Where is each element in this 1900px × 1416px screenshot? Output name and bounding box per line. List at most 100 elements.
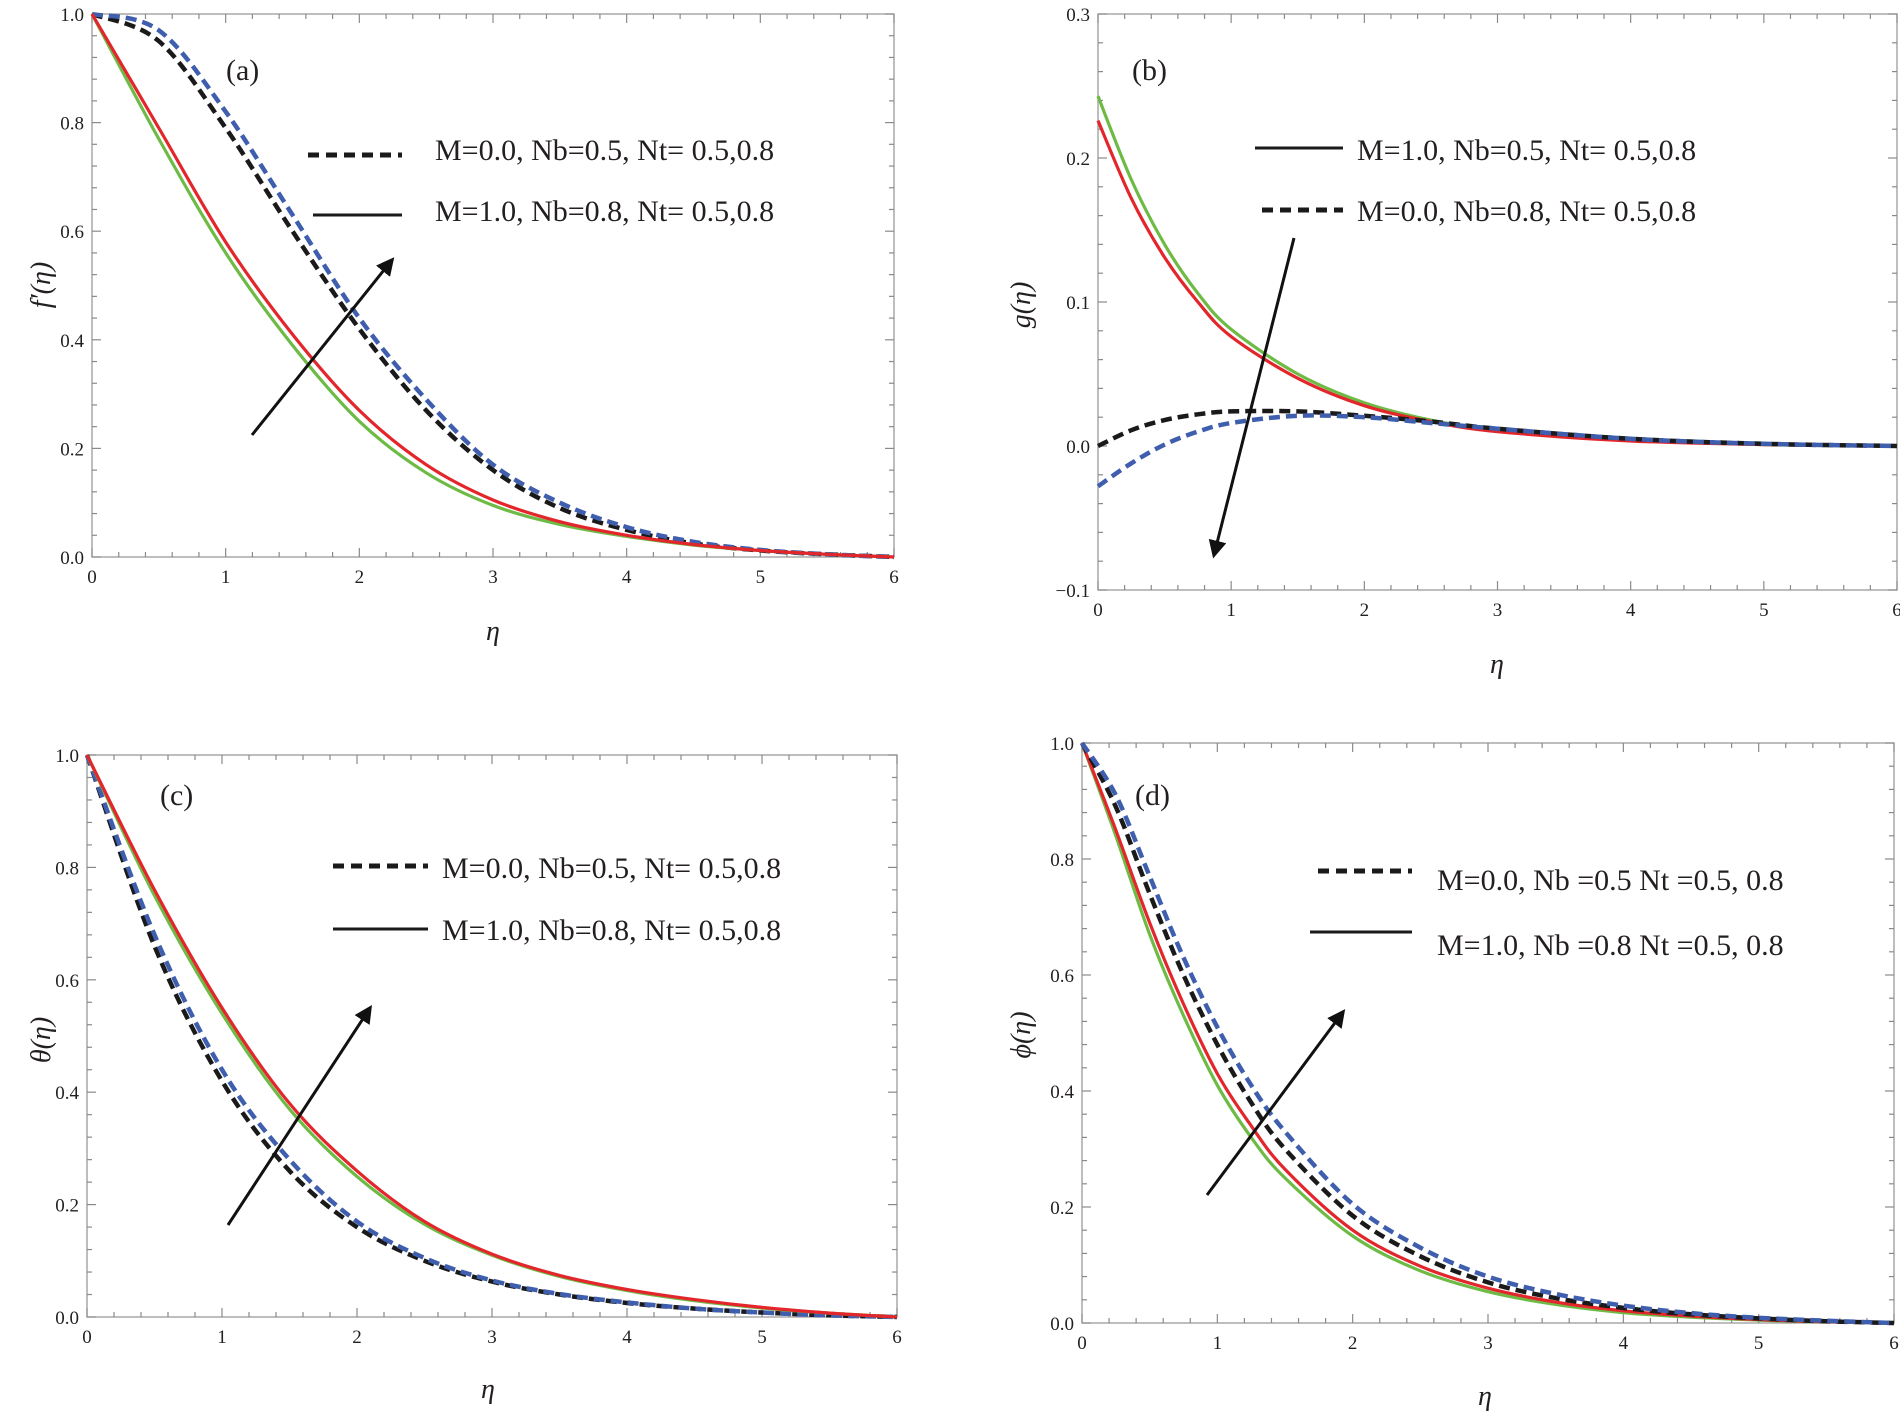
panel-d-y-tick-label: 0.2	[1050, 1198, 1074, 1219]
panel-a-legend-dashed-label: M=0.0, Nb=0.5, Nt= 0.5,0.8	[435, 134, 774, 167]
panel-c-y-tick-label: 0.8	[55, 858, 79, 879]
panel-c-trend-arrow	[226, 1004, 372, 1226]
panel-c-series-red-solid	[85, 754, 898, 1319]
panel-d-x-axis-label: η	[1478, 1381, 1492, 1412]
panel-a-series-red-solid	[90, 13, 895, 559]
panel-c-frame	[86, 754, 898, 1318]
panel-a-x-tick-label: 4	[622, 567, 632, 588]
panel-d-x-tick-label: 2	[1348, 1333, 1358, 1354]
panel-a: 0 1 2 3 4 5 6 0.0 0.2 0.4 0.6 0.8 1.0 (a) η f′(η) M…	[26, 5, 899, 647]
panel-b-x-ticks: 0 1 2 3 4 5 6	[1093, 14, 1900, 621]
panel-b-x-tick-label: 2	[1360, 600, 1370, 621]
panel-d-curves	[1080, 741, 1895, 1326]
panel-d-y-tick-label: 0.4	[1050, 1082, 1074, 1103]
panel-a-legend-solid-label: M=1.0, Nb=0.8, Nt= 0.5,0.8	[435, 195, 774, 228]
panel-d-series-green-solid	[1080, 742, 1895, 1325]
panel-b-trend-arrow	[1208, 237, 1296, 559]
panel-c-tag: (c)	[160, 779, 193, 812]
panel-d-x-tick-label: 4	[1619, 1333, 1629, 1354]
panel-c-x-tick-label: 1	[217, 1327, 227, 1348]
panel-a-legend: M=0.0, Nb=0.5, Nt= 0.5,0.8 M=1.0, Nb=0.8…	[308, 134, 774, 228]
panel-d-x-tick-label: 1	[1213, 1333, 1223, 1354]
panel-b-x-tick-label: 1	[1226, 600, 1236, 621]
panel-d-y-tick-label: 0.0	[1050, 1314, 1074, 1335]
panel-c-series-blue-dashed	[84, 754, 898, 1320]
panel-d: 0 1 2 3 4 5 6 0.0 0.2 0.4 0.6 0.8 1.0 (d) η ϕ(η) M=…	[1006, 734, 1899, 1412]
panel-b-series-blue-dashed	[1096, 413, 1898, 489]
panel-b-x-tick-label: 4	[1626, 600, 1636, 621]
panel-a-y-tick-label: 0.8	[60, 114, 84, 135]
panel-d-series-black-dashed	[1080, 741, 1895, 1326]
panel-a-x-tick-label: 5	[756, 567, 766, 588]
panel-a-series-blue-dashed	[91, 11, 895, 560]
panel-c-y-tick-label: 0.2	[55, 1196, 79, 1217]
panel-c-x-tick-label: 0	[82, 1327, 92, 1348]
panel-d-series-red-solid	[1080, 742, 1895, 1325]
panel-b-series-red-solid	[1096, 119, 1898, 448]
panel-b-y-tick-label: 0.1	[1066, 293, 1090, 314]
panel-b-x-tick-label: 3	[1493, 600, 1503, 621]
panel-d-x-tick-label: 5	[1754, 1333, 1764, 1354]
panel-c-legend: M=0.0, Nb=0.5, Nt= 0.5,0.8 M=1.0, Nb=0.8…	[333, 852, 781, 947]
panel-d-x-tick-label: 3	[1483, 1333, 1493, 1354]
panel-a-y-tick-label: 0.0	[60, 548, 84, 569]
panel-c-x-tick-label: 6	[892, 1327, 902, 1348]
panel-a-curves	[90, 11, 895, 560]
panel-a-y-tick-label: 0.4	[60, 331, 84, 352]
panel-a-x-tick-label: 3	[488, 567, 498, 588]
panel-d-y-ticks: 0.0 0.2 0.4 0.6 0.8 1.0	[1050, 734, 1894, 1335]
panel-d-legend-dashed-label: M=0.0, Nb =0.5 Nt =0.5, 0.8	[1437, 864, 1784, 897]
panel-d-y-axis-label: ϕ(η)	[1006, 1011, 1037, 1058]
panel-b: 0 1 2 3 4 5 6 −0.1 0.0 0.1 0.2 0.3 (b) η g(η) M=1.…	[1006, 5, 1900, 680]
panel-c-y-tick-label: 0.6	[55, 971, 79, 992]
panel-d-y-tick-label: 1.0	[1050, 734, 1074, 755]
panel-c-curves	[84, 754, 898, 1320]
panel-d-series-blue-dashed	[1080, 741, 1895, 1326]
panel-c-legend-solid-label: M=1.0, Nb=0.8, Nt= 0.5,0.8	[442, 914, 781, 947]
panel-a-trend-arrow	[250, 257, 395, 436]
panel-c-x-tick-label: 5	[757, 1327, 767, 1348]
panel-d-tag: (d)	[1135, 779, 1170, 812]
panel-b-y-ticks: −0.1 0.0 0.1 0.2 0.3	[1056, 5, 1897, 602]
panel-a-series-black-dashed	[91, 11, 895, 560]
panel-c-y-tick-label: 0.0	[55, 1308, 79, 1329]
panel-b-legend-dashed-label: M=0.0, Nb=0.8, Nt= 0.5,0.8	[1357, 195, 1696, 228]
panel-a-x-tick-label: 2	[355, 567, 365, 588]
panel-d-y-tick-label: 0.6	[1050, 966, 1074, 987]
panel-b-legend: M=1.0, Nb=0.5, Nt= 0.5,0.8 M=0.0, Nb=0.8…	[1255, 134, 1696, 228]
panel-a-x-ticks: 0 1 2 3 4 5 6	[87, 14, 899, 588]
panel-c-series-black-dashed	[84, 754, 898, 1320]
panel-c-series-green-solid	[85, 754, 898, 1319]
panel-d-legend: M=0.0, Nb =0.5 Nt =0.5, 0.8 M=1.0, Nb =0…	[1310, 864, 1784, 962]
panel-b-y-tick-label: 0.0	[1066, 437, 1090, 458]
panel-c-x-ticks: 0 1 2 3 4 5 6	[82, 755, 902, 1348]
panel-b-legend-solid-label: M=1.0, Nb=0.5, Nt= 0.5,0.8	[1357, 134, 1696, 167]
panel-b-x-tick-label: 5	[1759, 600, 1769, 621]
panel-b-tag: (b)	[1132, 54, 1167, 87]
panel-c-y-ticks: 0.0 0.2 0.4 0.6 0.8 1.0	[55, 746, 897, 1329]
panel-c-y-tick-label: 1.0	[55, 746, 79, 767]
panel-d-trend-arrow	[1205, 1009, 1346, 1196]
panel-c-legend-dashed-label: M=0.0, Nb=0.5, Nt= 0.5,0.8	[442, 852, 781, 885]
panel-a-tag: (a)	[226, 54, 259, 87]
panel-b-y-axis-label: g(η)	[1006, 282, 1037, 329]
panel-d-y-tick-label: 0.8	[1050, 850, 1074, 871]
panel-b-y-tick-label: 0.3	[1066, 5, 1090, 26]
panel-a-y-tick-label: 0.2	[60, 439, 84, 460]
panel-b-x-tick-label: 0	[1093, 600, 1103, 621]
panel-c: 0 1 2 3 4 5 6 0.0 0.2 0.4 0.6 0.8 1.0 (c) η θ(η) M=…	[26, 746, 902, 1405]
panel-c-x-tick-label: 4	[622, 1327, 632, 1348]
panel-b-y-tick-label: 0.2	[1066, 149, 1090, 170]
panel-b-frame	[1097, 13, 1898, 591]
panel-c-x-axis-label: η	[481, 1374, 495, 1405]
panel-b-x-tick-label: 6	[1892, 600, 1900, 621]
panel-b-curves	[1096, 95, 1898, 489]
panel-d-frame	[1081, 742, 1895, 1324]
panel-a-y-ticks: 0.0 0.2 0.4 0.6 0.8 1.0	[60, 5, 894, 569]
panel-b-y-tick-label: −0.1	[1056, 581, 1090, 602]
panel-a-x-tick-label: 1	[221, 567, 231, 588]
panel-a-x-tick-label: 0	[87, 567, 97, 588]
panel-d-legend-solid-label: M=1.0, Nb =0.8 Nt =0.5, 0.8	[1437, 929, 1784, 962]
panel-a-y-axis-label: f′(η)	[26, 262, 57, 308]
